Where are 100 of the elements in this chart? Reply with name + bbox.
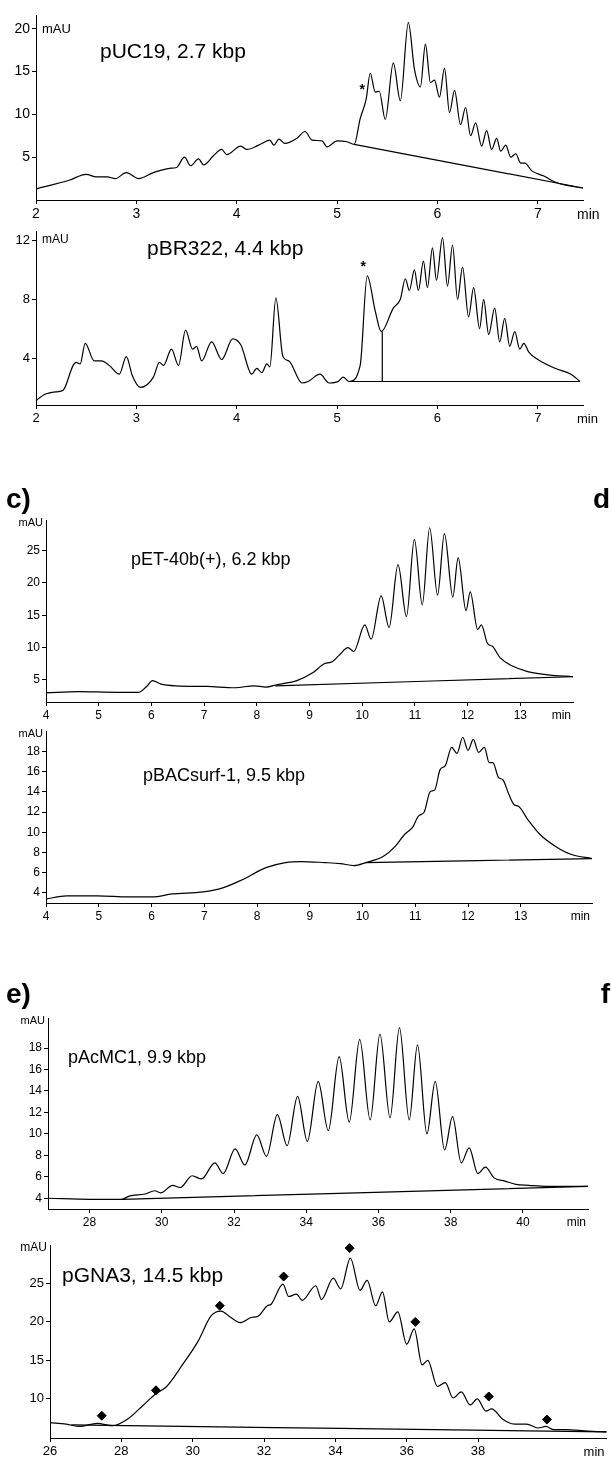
y-tick-label: 15: [29, 1351, 44, 1367]
x-tick-label: 36: [399, 1443, 414, 1459]
y-tick-label: 10: [26, 824, 41, 839]
x-tick-label: 30: [155, 1214, 169, 1229]
annotation: *: [359, 80, 366, 97]
x-tick-label: 5: [333, 205, 342, 222]
y-tick-label: 8: [22, 290, 30, 306]
y-tick-label: 4: [33, 885, 41, 900]
x-tick-label: 30: [185, 1443, 200, 1459]
x-tick-label: 28: [114, 1443, 129, 1459]
y-tick-label: 6: [35, 1169, 43, 1184]
x-tick-label: 12: [461, 908, 476, 923]
y-tick-label: 12: [28, 1104, 43, 1119]
y-axis-title: mAU: [20, 1240, 47, 1255]
x-tick-label: 9: [306, 908, 314, 923]
x-tick-label: 7: [200, 707, 208, 722]
y-tick-label: 10: [26, 639, 41, 654]
x-tick-label: 4: [233, 410, 241, 426]
x-tick-label: 5: [95, 707, 103, 722]
x-tick-label: 10: [355, 707, 370, 722]
y-tick-label: 15: [14, 62, 31, 79]
x-tick-label: 28: [82, 1214, 97, 1229]
y-tick-label: 10: [29, 1390, 44, 1406]
x-tick-label: 7: [534, 410, 542, 426]
y-tick-label: 20: [26, 575, 41, 590]
x-tick-label: 6: [433, 205, 442, 222]
x-tick-label: 4: [232, 205, 241, 222]
text: pUC19, 2.7 kbp: [100, 38, 246, 62]
x-tick-label: 8: [253, 908, 261, 923]
x-tick-label: 11: [408, 707, 422, 722]
y-tick-label: 5: [33, 672, 41, 687]
x-axis-title: min: [570, 909, 590, 924]
x-tick-label: 8: [253, 707, 261, 722]
y-axis-title: mAU: [18, 727, 44, 740]
y-tick-label: 14: [28, 1083, 43, 1098]
text: d: [592, 482, 610, 514]
y-tick-label: 16: [26, 763, 41, 778]
x-tick-label: 7: [200, 908, 208, 923]
text: pBACsurf-1, 9.5 kbp: [143, 765, 306, 786]
x-axis-title: min: [577, 411, 598, 427]
y-tick-label: 5: [22, 148, 31, 165]
y-tick-label: 18: [28, 1040, 43, 1055]
y-tick-label: 4: [35, 1190, 43, 1205]
x-tick-label: 32: [227, 1214, 242, 1229]
x-tick-label: 13: [513, 707, 528, 722]
x-tick-label: 2: [32, 205, 41, 222]
y-tick-label: 8: [35, 1147, 43, 1162]
y-tick-label: 6: [33, 864, 41, 879]
x-tick-label: 34: [299, 1214, 314, 1229]
y-axis-title: mAU: [18, 516, 44, 529]
x-tick-label: 7: [533, 205, 542, 222]
y-tick-label: 12: [15, 232, 30, 248]
text: f: [600, 977, 611, 1009]
x-tick-label: 34: [328, 1443, 343, 1459]
x-axis-title: min: [551, 708, 571, 723]
x-tick-label: 11: [409, 908, 422, 923]
y-tick-label: 20: [29, 1313, 44, 1329]
y-tick-label: 10: [28, 1126, 43, 1141]
y-tick-label: 18: [26, 743, 41, 758]
y-axis-title: mAU: [20, 1014, 46, 1027]
y-tick-label: 10: [14, 105, 31, 122]
x-tick-label: 12: [460, 707, 475, 722]
y-axis-title: mAU: [42, 232, 69, 247]
chart-title: pBR322, 4.4 kbp: [147, 235, 304, 259]
x-tick-label: 38: [444, 1214, 458, 1229]
x-tick-label: 40: [516, 1214, 530, 1229]
x-axis-title: min: [583, 1444, 605, 1459]
y-tick-label: 16: [28, 1061, 43, 1076]
x-tick-label: 3: [132, 205, 141, 222]
x-tick-label: 6: [148, 908, 156, 923]
x-tick-label: 6: [148, 707, 156, 722]
y-tick-label: 4: [22, 349, 30, 365]
text: e): [6, 977, 31, 1009]
y-axis-title: mAU: [42, 20, 71, 36]
x-tick-label: 6: [433, 410, 442, 426]
text: c): [6, 482, 31, 514]
annotation: *: [360, 257, 367, 274]
y-tick-label: 8: [33, 844, 41, 859]
text: pAcMC1, 9.9 kbp: [68, 1046, 207, 1067]
y-tick-label: 14: [26, 784, 41, 799]
x-tick-label: 32: [256, 1443, 272, 1459]
y-tick-label: 15: [26, 607, 41, 622]
x-tick-label: 3: [132, 410, 140, 426]
y-tick-label: 12: [26, 804, 41, 819]
x-tick-label: 38: [470, 1443, 486, 1459]
y-tick-label: 25: [26, 542, 41, 557]
x-axis-title: min: [577, 205, 600, 222]
x-tick-label: 2: [32, 410, 40, 426]
y-tick-label: 20: [14, 19, 31, 36]
x-tick-label: 26: [42, 1443, 58, 1459]
x-tick-label: 36: [371, 1214, 386, 1229]
x-tick-label: 10: [355, 908, 370, 923]
text: pGNA3, 14.5 kbp: [62, 1262, 224, 1286]
x-tick-label: 5: [95, 908, 103, 923]
x-axis-title: min: [566, 1215, 586, 1230]
x-tick-label: 9: [306, 707, 314, 722]
text: pET-40b(+), 6.2 kbp: [131, 548, 291, 569]
x-tick-label: 5: [333, 410, 341, 426]
y-tick-label: 25: [29, 1275, 44, 1291]
x-tick-label: 13: [514, 908, 528, 923]
